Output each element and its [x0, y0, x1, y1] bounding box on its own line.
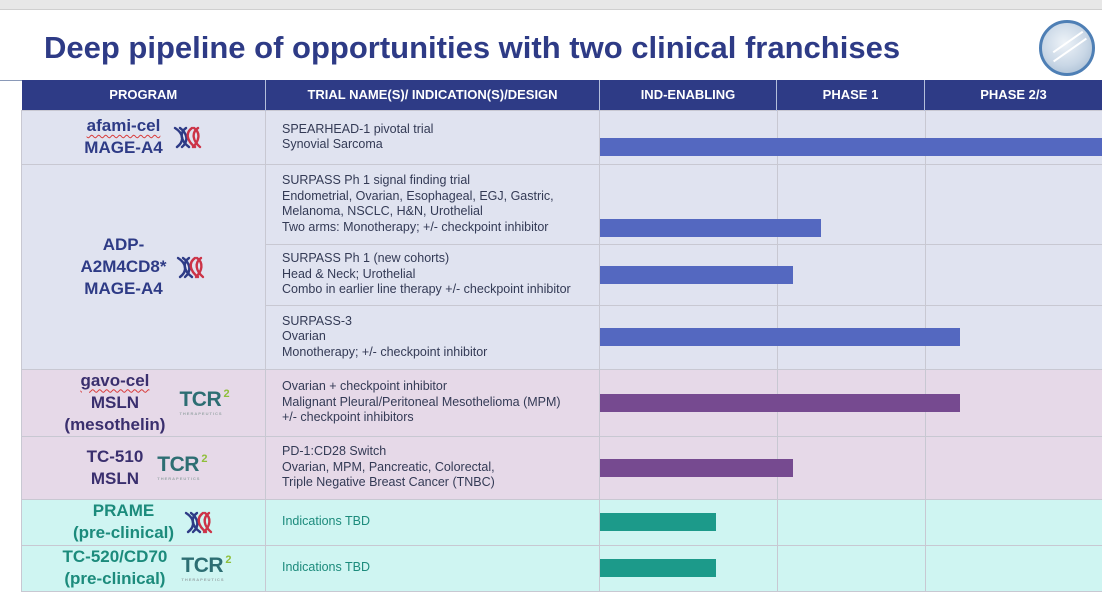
phase-progress-bar	[599, 138, 1102, 156]
program-name: A2M4CD8*	[80, 256, 167, 276]
program-target: MAGE-A4	[84, 278, 163, 298]
program-target: MSLN	[90, 392, 140, 412]
trial-line: PD-1:CD28 Switch	[282, 444, 387, 459]
program-status: (pre-clinical)	[64, 569, 166, 588]
program-name: PRAME	[92, 501, 155, 520]
slide-title: Deep pipeline of opportunities with two …	[44, 30, 901, 65]
trial-line: Malignant Pleural/Peritoneal Mesotheliom…	[282, 394, 561, 409]
adaptimmune-x-icon	[184, 511, 213, 534]
tcr2-logo-icon: TCR 2 THERAPEUTICS	[179, 388, 230, 416]
trial-line: Indications TBD	[282, 560, 371, 575]
trial-cell: Indications TBD	[265, 544, 600, 592]
table-row: TC-520/CD70 (pre-clinical) TCR 2 THERAPEU…	[21, 544, 1102, 592]
program-target: MSLN	[90, 468, 140, 488]
header-phase-1: PHASE 1	[776, 80, 925, 110]
phase-progress-bar	[599, 265, 793, 284]
trial-line: Two arms: Monotherapy; +/- checkpoint in…	[282, 219, 549, 234]
trial-cell: SURPASS-3 Ovarian Monotherapy; +/- check…	[265, 304, 600, 370]
header-phase-2-3: PHASE 2/3	[924, 80, 1102, 110]
program-status: (pre-clinical)	[72, 523, 175, 542]
phase-progress-bar	[599, 559, 717, 577]
program-name: TC-510	[86, 446, 144, 466]
program-cell: TC-510 MSLN TCR 2 THERAPEUTICS	[21, 435, 266, 500]
program-cell: PRAME (pre-clinical)	[21, 498, 266, 546]
phase-progress-bar	[599, 219, 821, 237]
window-top-strip	[0, 0, 1102, 10]
phase-progress-bar	[599, 458, 793, 477]
table-row: ADP- A2M4CD8* MAGE-A4 SURPASS Ph 1 signa…	[21, 163, 1102, 370]
trial-line: Melanoma, NSCLC, H&N, Urothelial	[282, 204, 483, 218]
phase-progress-bar	[599, 328, 961, 346]
program-cell: afami-cel MAGE-A4	[21, 109, 266, 165]
tcr2-logo-icon: TCR 2 THERAPEUTICS	[181, 553, 232, 582]
trial-cell: Indications TBD	[265, 498, 600, 546]
program-cell: TC-520/CD70 (pre-clinical) TCR 2 THERAPEU…	[21, 544, 266, 592]
trial-line: SURPASS-3	[282, 313, 352, 328]
trial-line: Endometrial, Ovarian, Esophageal, EGJ, G…	[282, 188, 554, 203]
trial-line: Synovial Sarcoma	[282, 137, 383, 151]
trial-line: Combo in earlier line therapy +/- checkp…	[282, 282, 571, 297]
trial-line: +/- checkpoint inhibitors	[282, 410, 414, 425]
program-cell: ADP- A2M4CD8* MAGE-A4	[21, 163, 266, 370]
trial-cell: Ovarian + checkpoint inhibitor Malignant…	[265, 368, 600, 437]
table-row: afami-cel MAGE-A4 SPEARHEAD-1 pivotal tr…	[21, 109, 1102, 165]
trial-line: Monotherapy; +/- checkpoint inhibitor	[282, 344, 488, 359]
program-target: (mesothelin)	[64, 414, 166, 434]
trial-line: SURPASS Ph 1 (new cohorts)	[282, 251, 450, 266]
phase-progress-bar	[599, 513, 717, 531]
program-name: TC-520/CD70	[62, 547, 168, 566]
program-name: gavo-cel	[80, 370, 150, 390]
pipeline-table: PROGRAM TRIAL NAME(S)/ INDICATION(S)/DES…	[21, 80, 1102, 592]
trial-line: SPEARHEAD-1 pivotal trial	[282, 121, 434, 136]
adaptimmune-x-icon	[173, 126, 201, 149]
program-name: ADP-	[102, 234, 145, 254]
company-logo-icon	[1039, 20, 1095, 76]
trial-line: Ovarian + checkpoint inhibitor	[282, 379, 448, 394]
trial-line: SURPASS Ph 1 signal finding trial	[282, 173, 471, 187]
program-cell: gavo-cel MSLN (mesothelin) TCR 2 THERAPEU…	[21, 368, 266, 437]
program-target: MAGE-A4	[84, 138, 163, 157]
progress-cell	[599, 498, 1102, 546]
trial-line: Triple Negative Breast Cancer (TNBC)	[282, 475, 495, 490]
trial-cell: SPEARHEAD-1 pivotal trial Synovial Sarco…	[265, 109, 600, 165]
adaptimmune-x-icon	[177, 256, 205, 278]
header-ind-enabling: IND-ENABLING	[599, 80, 777, 110]
tcr2-logo-icon: TCR 2 THERAPEUTICS	[157, 453, 207, 481]
trial-line: Head & Neck; Urothelial	[282, 266, 416, 281]
trial-cell: SURPASS Ph 1 signal finding trial Endome…	[265, 163, 600, 245]
trial-cell: SURPASS Ph 1 (new cohorts) Head & Neck; …	[265, 243, 600, 306]
phase-divider	[924, 110, 926, 591]
program-name: afami-cel	[86, 116, 161, 135]
table-row: PRAME (pre-clinical) Indications TBD	[21, 498, 1102, 546]
trial-line: Ovarian	[282, 329, 326, 344]
table-row: TC-510 MSLN TCR 2 THERAPEUTICS PD-1:CD28 …	[21, 435, 1102, 500]
phase-progress-bar	[599, 393, 961, 412]
trial-line: Ovarian, MPM, Pancreatic, Colorectal,	[282, 459, 495, 474]
header-trial: TRIAL NAME(S)/ INDICATION(S)/DESIGN	[265, 80, 600, 110]
table-row: SURPASS Ph 1 (new cohorts) Head & Neck; …	[22, 243, 1102, 306]
trial-line: Indications TBD	[282, 514, 371, 529]
table-header-row: PROGRAM TRIAL NAME(S)/ INDICATION(S)/DES…	[21, 80, 1102, 110]
trial-cell: PD-1:CD28 Switch Ovarian, MPM, Pancreati…	[265, 435, 600, 500]
phase-divider	[776, 110, 778, 591]
header-program: PROGRAM	[21, 80, 266, 110]
